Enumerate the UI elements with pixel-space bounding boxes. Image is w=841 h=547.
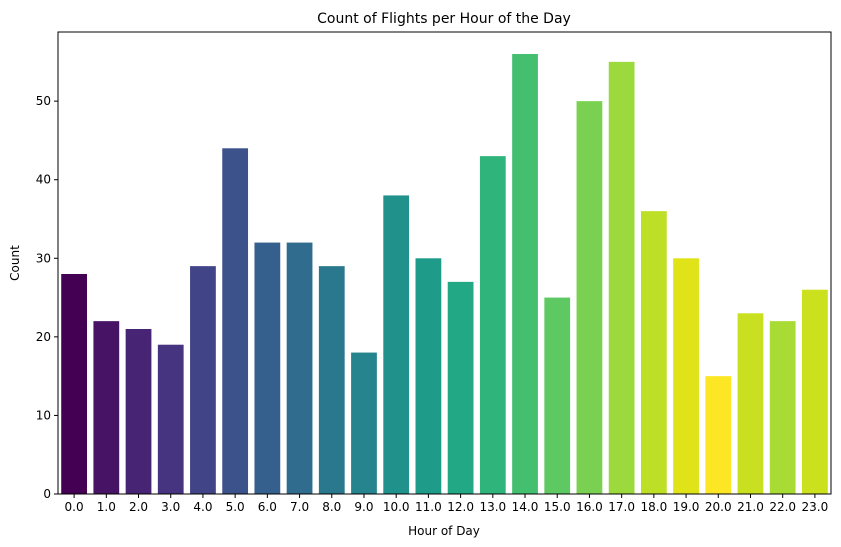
bar-11.0 xyxy=(415,258,442,494)
x-tick-label: 13.0 xyxy=(479,500,506,514)
x-tick-label: 8.0 xyxy=(322,500,341,514)
x-tick-label: 4.0 xyxy=(193,500,212,514)
bar-6.0 xyxy=(254,242,281,494)
x-tick-label: 19.0 xyxy=(673,500,700,514)
bar-15.0 xyxy=(544,297,571,494)
bar-22.0 xyxy=(769,321,796,494)
bar-20.0 xyxy=(705,376,732,494)
x-tick-label: 9.0 xyxy=(354,500,373,514)
bar-21.0 xyxy=(737,313,764,494)
y-tick-label: 40 xyxy=(36,173,51,187)
x-tick-label: 21.0 xyxy=(737,500,764,514)
x-tick-label: 23.0 xyxy=(802,500,829,514)
y-tick-label: 0 xyxy=(43,487,51,501)
x-axis-ticks: 0.0 1.0 2.0 3.0 4.0 5.0 6.0 7.0 8.0 9.0 10.0 11.0 12… xyxy=(65,494,829,514)
x-tick-label: 22.0 xyxy=(769,500,796,514)
bar-2.0 xyxy=(125,329,152,494)
bar-23.0 xyxy=(802,289,828,494)
x-tick-label: 0.0 xyxy=(65,500,84,514)
x-tick-label: 12.0 xyxy=(447,500,474,514)
y-axis-ticks: 0 10 20 30 40 50 xyxy=(36,94,58,501)
bar-16.0 xyxy=(576,101,603,494)
chart-title: Count of Flights per Hour of the Day xyxy=(317,11,571,27)
x-tick-label: 10.0 xyxy=(383,500,410,514)
bar-19.0 xyxy=(673,258,699,494)
y-tick-label: 50 xyxy=(36,94,51,108)
x-tick-label: 5.0 xyxy=(226,500,245,514)
x-tick-label: 7.0 xyxy=(290,500,309,514)
x-tick-label: 1.0 xyxy=(97,500,116,514)
bar-13.0 xyxy=(479,156,506,494)
bar-7.0 xyxy=(286,242,313,494)
x-tick-label: 18.0 xyxy=(640,500,667,514)
bar-10.0 xyxy=(383,195,410,494)
bar-1.0 xyxy=(93,321,120,494)
x-axis-label: Hour of Day xyxy=(408,524,480,538)
x-tick-label: 6.0 xyxy=(258,500,277,514)
bar-9.0 xyxy=(351,352,377,494)
x-tick-label: 14.0 xyxy=(512,500,539,514)
y-axis-label: Count xyxy=(8,245,22,281)
x-tick-label: 16.0 xyxy=(576,500,603,514)
bar-0.0 xyxy=(61,274,87,494)
bar-17.0 xyxy=(608,61,635,495)
bar-4.0 xyxy=(190,266,216,494)
bar-14.0 xyxy=(512,54,538,494)
bar-12.0 xyxy=(447,281,474,494)
x-tick-label: 11.0 xyxy=(415,500,442,514)
y-tick-label: 10 xyxy=(36,408,51,422)
bar-18.0 xyxy=(640,211,667,494)
y-tick-label: 30 xyxy=(36,251,51,265)
x-tick-label: 20.0 xyxy=(705,500,732,514)
bar-5.0 xyxy=(222,148,249,495)
x-tick-label: 2.0 xyxy=(129,500,148,514)
y-tick-label: 20 xyxy=(36,330,51,344)
plot-frame xyxy=(57,31,832,495)
x-tick-label: 15.0 xyxy=(544,500,571,514)
bars-group xyxy=(61,54,828,495)
x-tick-label: 3.0 xyxy=(161,500,180,514)
x-tick-label: 17.0 xyxy=(608,500,635,514)
bar-8.0 xyxy=(318,266,345,494)
bar-3.0 xyxy=(157,344,184,494)
